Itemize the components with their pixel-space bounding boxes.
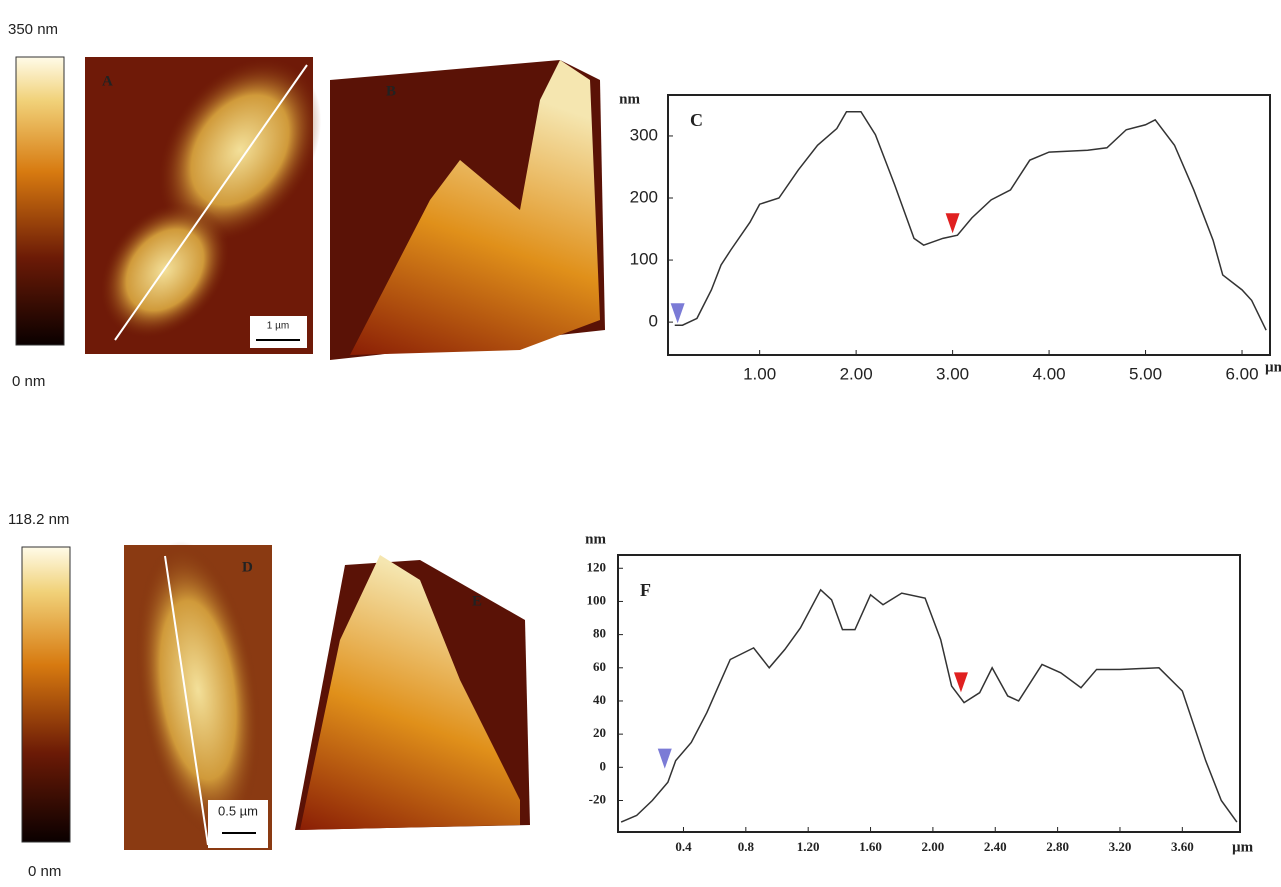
x-tick-label: 2.00 bbox=[922, 839, 945, 854]
x-tick-label: 0.4 bbox=[675, 839, 692, 854]
y-tick-label: 60 bbox=[593, 659, 606, 674]
profile-line bbox=[674, 111, 1267, 331]
y-tick-label: 300 bbox=[630, 125, 658, 144]
afm-3d-surface bbox=[350, 60, 600, 355]
y-axis-label: nm bbox=[619, 91, 640, 107]
y-tick-label: 40 bbox=[593, 692, 606, 707]
plot-frame bbox=[617, 554, 1241, 833]
afm-3d-surface bbox=[300, 555, 520, 830]
x-tick-label: 1.00 bbox=[743, 364, 776, 383]
scale-bar-box bbox=[250, 316, 307, 348]
colorbar-max: 350 nm bbox=[8, 21, 58, 38]
colorbar-max: 118.2 nm bbox=[8, 511, 69, 528]
y-tick-label: -20 bbox=[589, 791, 606, 806]
x-tick-label: 4.00 bbox=[1033, 364, 1066, 383]
x-tick-label: 3.60 bbox=[1171, 839, 1194, 854]
panel-label: B bbox=[386, 83, 396, 99]
colorbar-min: 0 nm bbox=[28, 863, 61, 880]
y-axis-label: nm bbox=[585, 531, 606, 547]
profile-line bbox=[620, 588, 1238, 823]
panel-label: D bbox=[242, 559, 253, 575]
cursor-marker bbox=[953, 672, 968, 693]
y-tick-label: 0 bbox=[649, 312, 658, 331]
x-axis-label: µm bbox=[1265, 359, 1281, 375]
x-tick-label: 2.40 bbox=[984, 839, 1007, 854]
colorbar-min: 0 nm bbox=[12, 373, 45, 390]
plot-frame bbox=[667, 94, 1271, 356]
scale-bar-label: 0.5 µm bbox=[218, 803, 258, 818]
y-tick-label: 80 bbox=[593, 626, 606, 641]
panel-label: E bbox=[472, 593, 482, 609]
x-tick-label: 5.00 bbox=[1129, 364, 1162, 383]
chart-title: C bbox=[690, 110, 703, 130]
profile-line bbox=[114, 64, 308, 341]
y-tick-label: 120 bbox=[587, 559, 607, 574]
chart-title: F bbox=[640, 580, 651, 600]
colorbar bbox=[21, 546, 71, 843]
x-tick-label: 0.8 bbox=[738, 839, 755, 854]
cursor-marker bbox=[657, 748, 672, 769]
y-tick-label: 20 bbox=[593, 725, 606, 740]
x-tick-label: 3.00 bbox=[936, 364, 969, 383]
x-tick-label: 3.20 bbox=[1109, 839, 1132, 854]
x-tick-label: 6.00 bbox=[1225, 364, 1258, 383]
y-tick-label: 100 bbox=[630, 250, 658, 269]
x-axis-label: µm bbox=[1232, 839, 1254, 855]
profile-line bbox=[164, 555, 209, 846]
scale-bar-box bbox=[208, 800, 268, 848]
cursor-marker bbox=[670, 303, 685, 324]
x-tick-label: 1.60 bbox=[859, 839, 882, 854]
cursor-marker bbox=[945, 213, 960, 234]
y-tick-label: 100 bbox=[587, 592, 607, 607]
panel-label: A bbox=[102, 73, 113, 89]
x-tick-label: 2.80 bbox=[1046, 839, 1069, 854]
y-tick-label: 200 bbox=[630, 187, 658, 206]
x-tick-label: 2.00 bbox=[840, 364, 873, 383]
y-tick-label: 0 bbox=[600, 758, 607, 773]
x-tick-label: 1.20 bbox=[797, 839, 820, 854]
colorbar bbox=[15, 56, 65, 346]
afm-feature bbox=[135, 541, 261, 839]
scale-bar-label: 1 µm bbox=[267, 321, 289, 332]
